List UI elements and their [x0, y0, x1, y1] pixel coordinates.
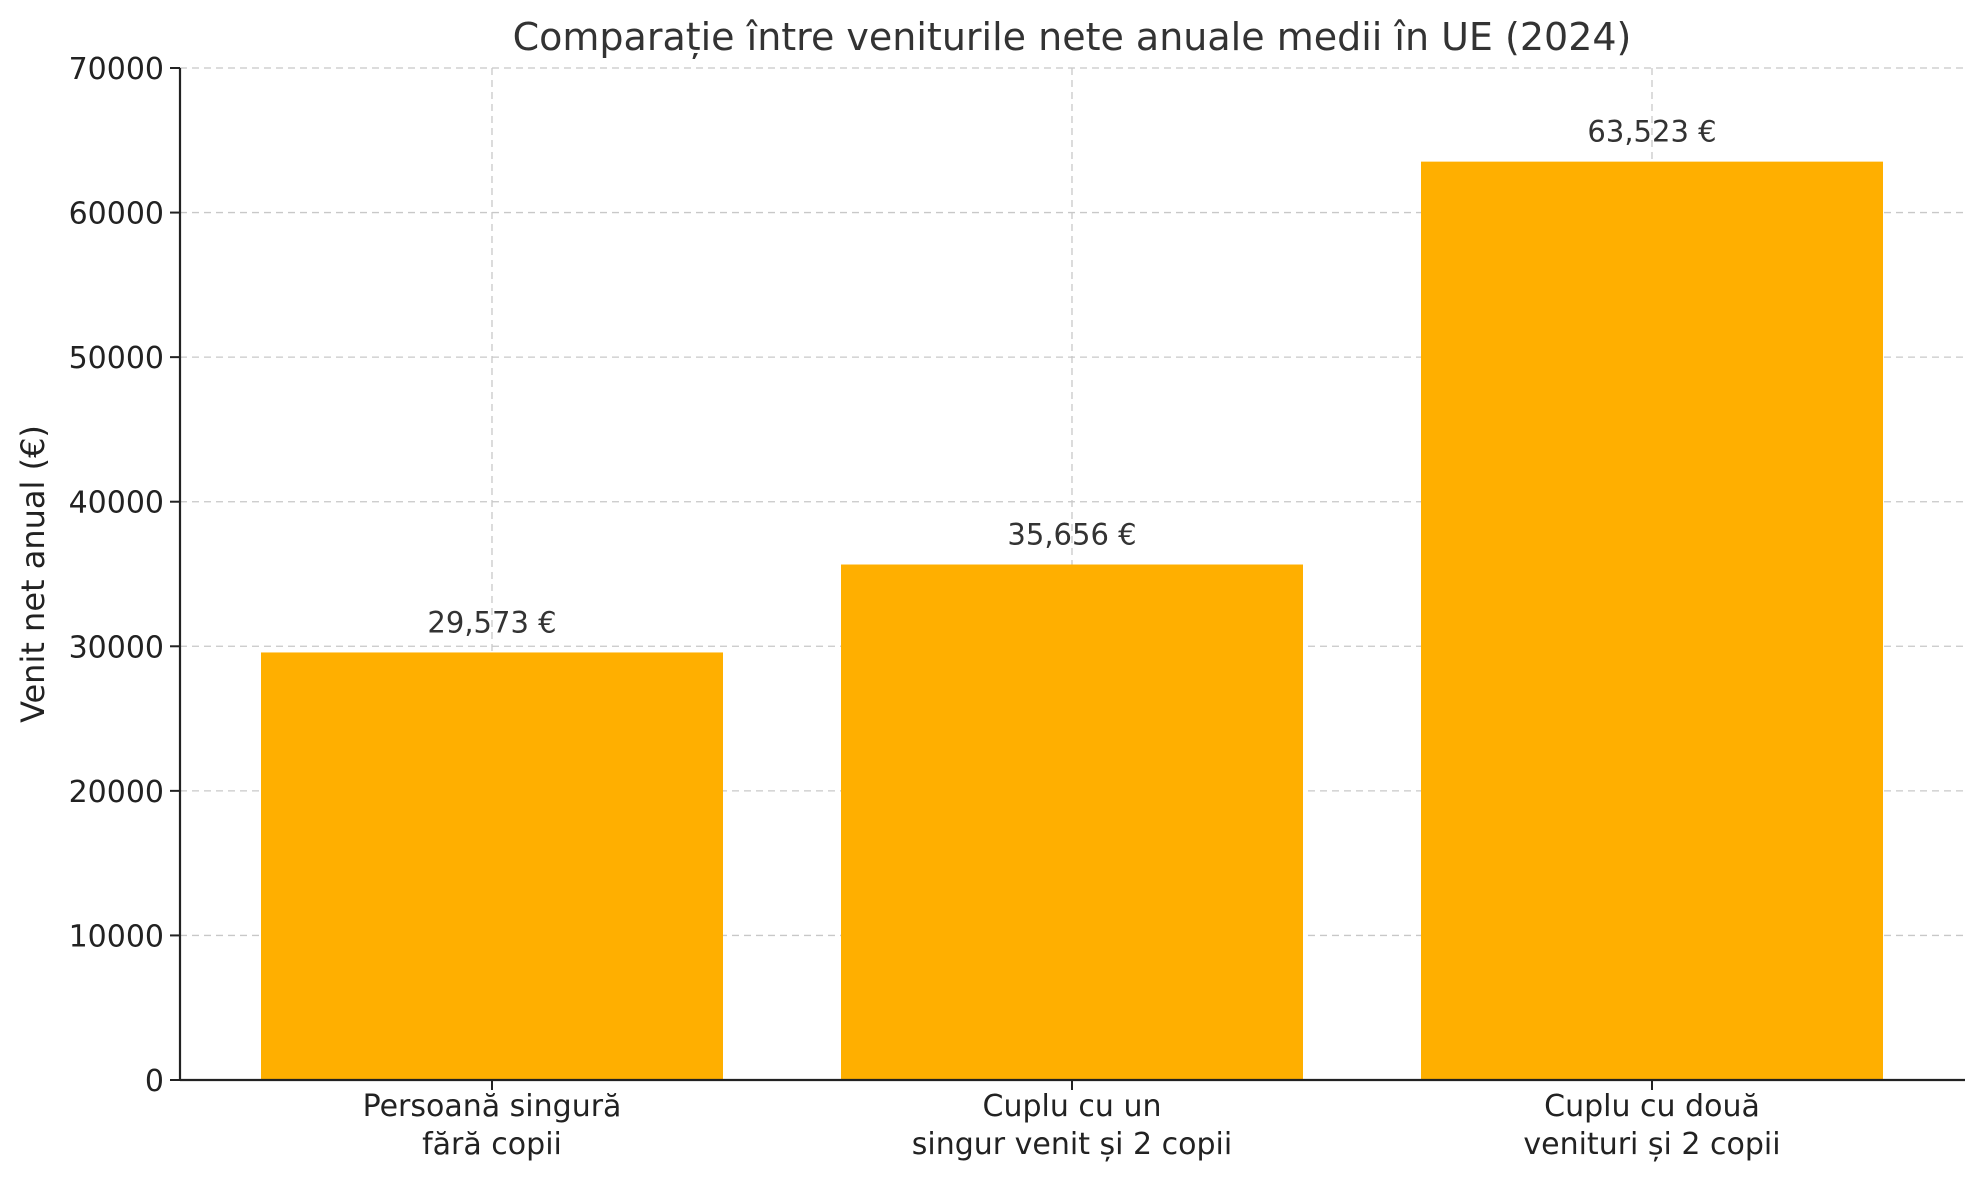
- x-tick-label: Persoană singură: [363, 1089, 622, 1124]
- bar: [261, 652, 723, 1080]
- axes: [170, 67, 1965, 1090]
- y-tick-label: 0: [145, 1064, 164, 1099]
- x-tick-label: singur venit și 2 copii: [912, 1127, 1232, 1162]
- bar-data-label: 35,656 €: [1007, 518, 1136, 552]
- bars: [261, 161, 1883, 1080]
- y-tick-label: 50000: [69, 341, 164, 376]
- y-tick-label: 20000: [69, 775, 164, 810]
- bar-data-label: 63,523 €: [1587, 115, 1716, 149]
- x-tick-label: venituri și 2 copii: [1523, 1127, 1780, 1162]
- chart-title: Comparație între veniturile nete anuale …: [513, 15, 1632, 59]
- y-tick-label: 40000: [69, 486, 164, 521]
- x-tick-label: Cuplu cu două: [1544, 1089, 1760, 1124]
- bar: [841, 564, 1303, 1080]
- y-tick-label: 70000: [69, 52, 164, 87]
- bar-data-label: 29,573 €: [427, 605, 556, 639]
- x-tick-label: Cuplu cu un: [983, 1089, 1162, 1124]
- y-tick-label: 60000: [69, 197, 164, 232]
- y-tick-label: 10000: [69, 919, 164, 954]
- bar: [1421, 161, 1883, 1080]
- y-axis-label: Venit net anual (€): [14, 425, 52, 723]
- labels: 0 10000 20000 30000 40000 50000 60000 70000 29,5…: [69, 52, 1781, 1162]
- x-tick-label: fără copii: [422, 1127, 562, 1162]
- y-tick-label: 30000: [69, 630, 164, 665]
